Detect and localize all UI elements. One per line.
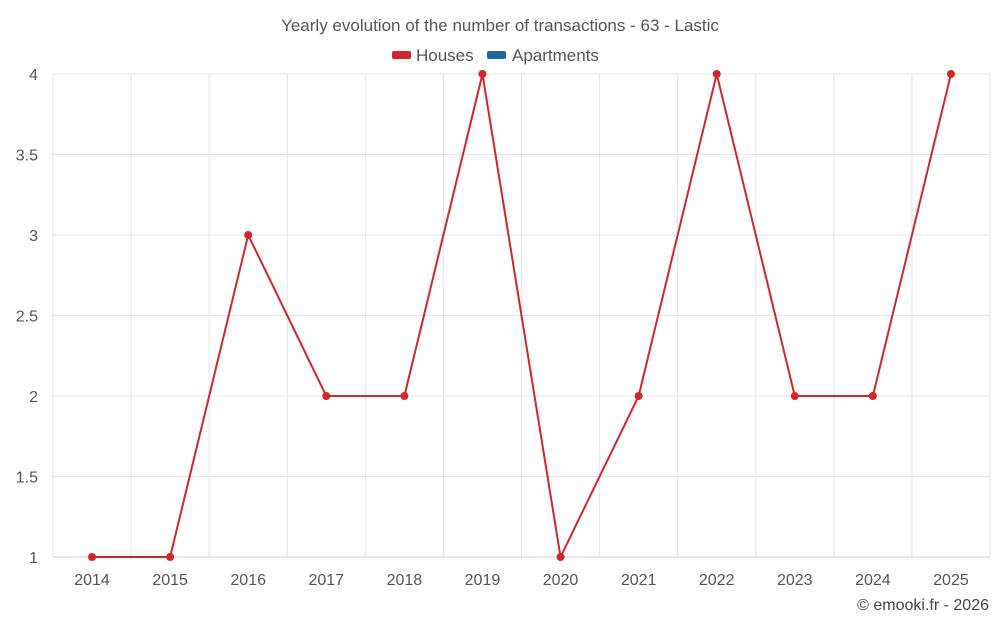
data-point-houses[interactable] (244, 231, 253, 239)
y-tick-label: 3 (29, 228, 38, 245)
legend-label-apartments: Apartments (512, 46, 599, 65)
y-axis: 1 1.5 2 2.5 3 3.5 4 (16, 67, 38, 567)
data-point-houses[interactable] (556, 553, 565, 561)
x-tick-label: 2022 (699, 572, 735, 589)
legend: Houses Apartments (392, 46, 599, 65)
chart-title: Yearly evolution of the number of transa… (281, 16, 719, 35)
data-point-houses[interactable] (790, 392, 799, 400)
data-point-houses[interactable] (868, 392, 877, 400)
data-point-houses[interactable] (88, 553, 97, 561)
x-tick-label: 2016 (230, 572, 266, 589)
series-line-houses (92, 73, 952, 561)
x-tick-label: 2014 (74, 572, 110, 589)
y-tick-label: 4 (29, 67, 38, 84)
y-tick-label: 3.5 (16, 148, 38, 165)
data-point-houses[interactable] (400, 392, 409, 400)
data-point-houses[interactable] (322, 392, 331, 400)
y-tick-label: 2.5 (16, 309, 38, 326)
x-tick-label: 2017 (308, 572, 344, 589)
legend-item-apartments[interactable]: Apartments (487, 46, 599, 65)
x-tick-label: 2018 (387, 572, 423, 589)
x-tick-label: 2021 (621, 572, 657, 589)
legend-label-houses: Houses (416, 46, 474, 65)
y-tick-label: 2 (29, 389, 38, 406)
data-point-houses[interactable] (946, 70, 955, 78)
legend-swatch-houses (392, 51, 411, 59)
x-tick-label: 2019 (465, 572, 501, 589)
legend-item-houses[interactable]: Houses (392, 46, 474, 65)
x-tick-label: 2020 (543, 572, 579, 589)
credit-text: © emooki.fr - 2026 (857, 597, 989, 614)
y-tick-label: 1.5 (16, 470, 38, 487)
data-point-houses[interactable] (634, 392, 643, 400)
x-tick-label: 2024 (855, 572, 891, 589)
data-point-houses[interactable] (712, 70, 721, 78)
x-axis: 2014 2015 2016 2017 2018 2019 2020 2021 2022 2023… (53, 556, 990, 589)
y-tick-label: 1 (29, 550, 38, 567)
data-point-houses[interactable] (478, 70, 487, 78)
x-tick-label: 2025 (933, 572, 969, 589)
legend-swatch-apartments (487, 51, 506, 59)
data-point-houses[interactable] (166, 553, 175, 561)
series-houses (88, 70, 955, 561)
x-tick-label: 2015 (152, 572, 188, 589)
x-tick-label: 2023 (777, 572, 813, 589)
